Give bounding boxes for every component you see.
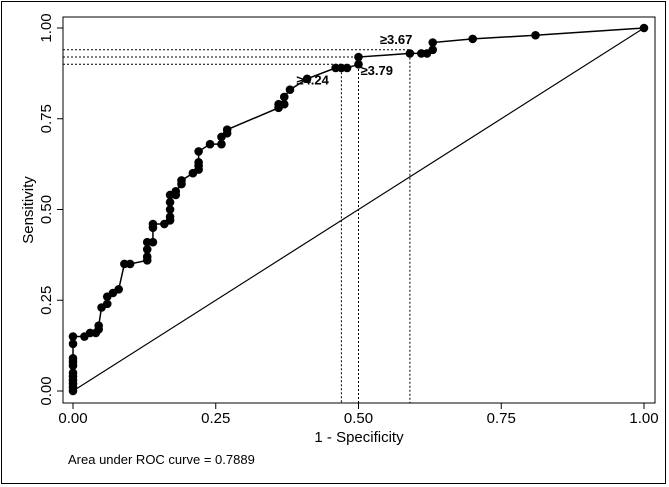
roc-point bbox=[342, 63, 352, 73]
y-tick-label: 0.75 bbox=[38, 104, 55, 133]
x-tick-label: 1.00 bbox=[629, 410, 658, 427]
roc-point bbox=[68, 368, 78, 378]
auc-annotation: Area under ROC curve = 0.7889 bbox=[68, 452, 255, 467]
y-axis-title: Sensitivity bbox=[20, 176, 37, 244]
roc-point bbox=[171, 187, 181, 196]
roc-point bbox=[68, 332, 78, 341]
roc-point bbox=[68, 354, 78, 363]
roc-point bbox=[177, 176, 186, 185]
y-tick-label: 0.00 bbox=[38, 376, 55, 405]
roc-point bbox=[165, 212, 175, 222]
y-tick-label: 0.50 bbox=[38, 195, 55, 224]
x-tick-label: 0.25 bbox=[201, 410, 230, 427]
roc-point bbox=[354, 60, 363, 69]
roc-point bbox=[468, 34, 478, 44]
roc-point bbox=[639, 23, 649, 33]
roc-point bbox=[302, 74, 312, 84]
roc-point bbox=[428, 38, 438, 47]
x-tick-label: 0.50 bbox=[344, 410, 373, 427]
roc-point bbox=[125, 259, 135, 269]
roc-point bbox=[279, 99, 289, 109]
roc-point bbox=[222, 125, 232, 134]
cutoff-label: ≥3.79 bbox=[361, 63, 393, 78]
roc-point bbox=[148, 237, 158, 247]
x-tick-label: 0.75 bbox=[487, 410, 516, 427]
roc-point bbox=[142, 252, 152, 261]
roc-point bbox=[165, 197, 175, 207]
cutoff-labels: ≥3.67 ≥3.79 ≥4.24 bbox=[296, 32, 412, 88]
roc-points bbox=[68, 23, 649, 396]
roc-point bbox=[279, 92, 289, 102]
roc-point bbox=[285, 85, 295, 95]
y-axis: 0.00 0.25 0.50 0.75 1.00 bbox=[38, 13, 63, 406]
roc-point bbox=[68, 339, 78, 349]
reference-diagonal bbox=[72, 27, 645, 392]
roc-point bbox=[94, 321, 103, 330]
roc-point bbox=[194, 158, 203, 167]
cutoff-label: ≥4.24 bbox=[296, 72, 329, 87]
x-axis: 0.00 0.25 0.50 0.75 1.00 bbox=[58, 403, 659, 427]
roc-point bbox=[405, 49, 415, 58]
y-tick-label: 1.00 bbox=[38, 13, 55, 42]
roc-point bbox=[354, 52, 363, 62]
x-tick-label: 0.00 bbox=[58, 410, 87, 427]
y-tick-label: 0.25 bbox=[38, 286, 55, 315]
x-axis-title: 1 - Specificity bbox=[314, 429, 404, 446]
roc-point bbox=[194, 147, 203, 156]
roc-point bbox=[217, 139, 226, 149]
roc-point bbox=[428, 45, 438, 55]
roc-point bbox=[142, 245, 152, 254]
roc-point bbox=[531, 30, 540, 40]
cutoff-guides bbox=[63, 49, 411, 403]
roc-point bbox=[102, 299, 112, 309]
roc-point bbox=[148, 219, 158, 229]
roc-point bbox=[205, 139, 215, 149]
roc-point bbox=[165, 205, 175, 214]
roc-point bbox=[114, 285, 123, 294]
cutoff-label: ≥3.67 bbox=[380, 32, 412, 47]
